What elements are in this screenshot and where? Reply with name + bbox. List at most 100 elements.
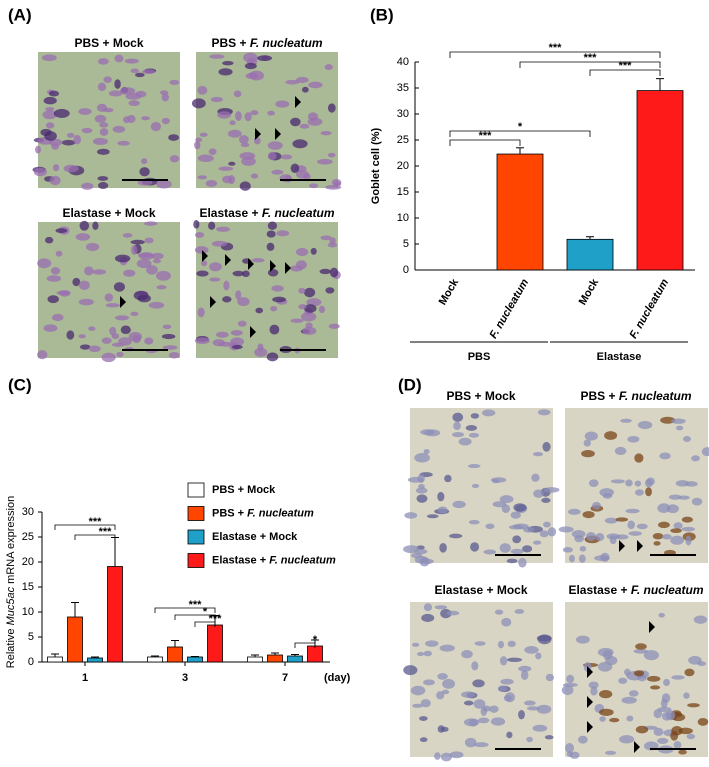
- cell: [628, 690, 639, 697]
- micrograph: [561, 602, 709, 759]
- cell: [318, 305, 325, 314]
- cell: [123, 116, 131, 124]
- x-tick-label: Mock: [577, 276, 602, 307]
- cell: [490, 717, 506, 726]
- cell: [244, 112, 252, 122]
- cell: [266, 242, 275, 251]
- cell: [412, 703, 423, 708]
- cell: [191, 98, 206, 109]
- cell: [324, 64, 333, 71]
- cell: [605, 750, 617, 755]
- x-tick-label: 3: [182, 672, 188, 684]
- x-tick-label: Mock: [437, 276, 462, 307]
- cell: [161, 117, 170, 125]
- cell: [254, 347, 268, 357]
- y-tick-label: 40: [397, 56, 409, 68]
- arrowhead: [120, 296, 126, 308]
- cell: [423, 448, 430, 455]
- y-tick-label: 15: [22, 581, 34, 593]
- cell: [97, 82, 107, 92]
- cell: [45, 236, 54, 244]
- cell: [512, 535, 522, 544]
- y-tick-label: 20: [22, 556, 34, 568]
- cell: [280, 154, 293, 160]
- cell: [216, 226, 230, 232]
- cell: [468, 519, 480, 525]
- cell: [411, 642, 420, 647]
- cell: [634, 480, 642, 487]
- cell: [244, 62, 257, 70]
- cell: [621, 696, 637, 704]
- cell: [251, 258, 265, 263]
- cell: [45, 122, 55, 129]
- panel-label: (A): [8, 5, 32, 24]
- cell: [267, 269, 279, 277]
- cell: [162, 345, 178, 350]
- cell: [45, 107, 55, 112]
- significance-label: ***: [619, 60, 633, 72]
- cell: [673, 522, 683, 530]
- cell: [319, 268, 332, 275]
- cell: [451, 431, 465, 438]
- cell: [308, 81, 323, 89]
- cell: [584, 431, 598, 441]
- cell: [209, 262, 222, 272]
- cell: [542, 441, 551, 452]
- significance-label: ***: [189, 599, 203, 611]
- significance-bracket: [74, 534, 116, 540]
- cell: [537, 409, 551, 416]
- cell: [290, 163, 300, 173]
- cell: [243, 52, 258, 63]
- cell: [144, 221, 158, 226]
- cell: [650, 685, 661, 690]
- cell: [296, 76, 309, 84]
- cell: [238, 135, 249, 144]
- cell: [697, 718, 709, 726]
- significance-bracket: [54, 524, 116, 530]
- cell: [105, 303, 121, 308]
- cell: [477, 717, 490, 724]
- cell: [522, 545, 533, 553]
- cell: [197, 307, 205, 318]
- arrowhead: [587, 666, 593, 678]
- cell: [403, 545, 419, 554]
- significance-bracket: [294, 642, 316, 648]
- cell: [49, 175, 61, 186]
- cell: [41, 54, 57, 62]
- cell: [437, 491, 445, 502]
- cell: [327, 242, 338, 248]
- arrowhead: [202, 250, 208, 262]
- cell: [604, 517, 618, 524]
- cell: [301, 86, 309, 93]
- cell: [275, 100, 290, 108]
- y-tick-label: 10: [22, 606, 34, 618]
- cell: [414, 453, 430, 463]
- bar: [636, 90, 684, 271]
- cell: [33, 167, 47, 177]
- cell: [92, 221, 99, 230]
- bar: [187, 656, 203, 663]
- cell: [151, 252, 164, 260]
- y-tick-label: 25: [22, 531, 34, 543]
- cell: [547, 527, 557, 537]
- cell: [304, 287, 316, 298]
- cell: [78, 298, 94, 306]
- cell: [209, 277, 221, 282]
- panel-label: (B): [370, 5, 394, 24]
- cell: [482, 705, 491, 712]
- cell: [210, 96, 223, 103]
- arrowhead: [285, 262, 291, 274]
- cell: [492, 501, 507, 508]
- cell: [499, 495, 514, 504]
- cell: [437, 506, 448, 514]
- cell: [267, 110, 275, 116]
- cell: [653, 727, 664, 736]
- cell: [128, 331, 142, 342]
- cell: [453, 421, 461, 431]
- cell: [507, 640, 516, 648]
- y-tick-label: 0: [403, 264, 409, 276]
- cell: [61, 139, 76, 146]
- cell: [266, 230, 276, 238]
- cell: [646, 675, 661, 682]
- cell: [420, 558, 434, 565]
